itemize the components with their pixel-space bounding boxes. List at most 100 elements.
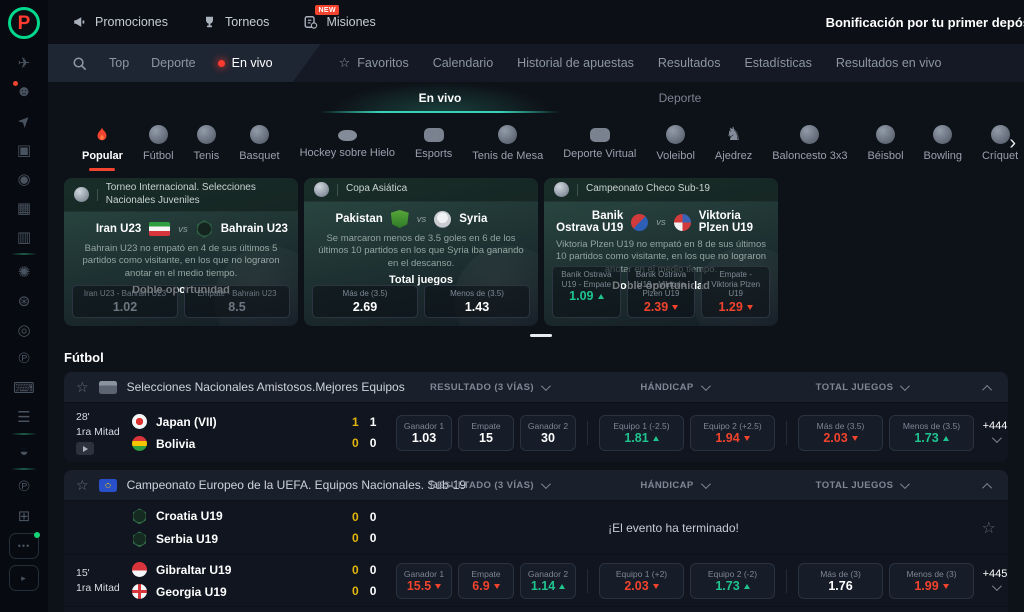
promo-card[interactable]: Copa Asiática Pakistan vs Syria Se marca… xyxy=(304,178,538,326)
efootball-icon[interactable]: ◒ xyxy=(19,443,29,460)
sport-hockey[interactable]: Hockey sobre Hielo xyxy=(290,123,405,161)
sport-ajedrez[interactable]: ♞ Ajedrez xyxy=(714,124,753,163)
sport-futbol[interactable]: Fútbol xyxy=(133,123,184,164)
odds-button[interactable]: Menos de (3.5) 1.73 xyxy=(889,414,974,451)
slots-icon[interactable]: ▥ xyxy=(16,228,32,246)
star-icon[interactable]: ☆ xyxy=(76,378,89,395)
odds-button[interactable]: Empate - Viktoria Plzen U19 1.29 xyxy=(701,266,771,318)
promo-card[interactable]: Torneo Internacional. Selecciones Nacion… xyxy=(64,178,298,326)
column-handicap[interactable]: HÁNDICAP xyxy=(589,372,759,402)
sport-deporte-virtual[interactable]: Deporte Virtual xyxy=(553,123,646,162)
subnav-live[interactable]: En vivo xyxy=(218,56,273,70)
column-handicap[interactable]: HÁNDICAP xyxy=(589,470,759,500)
nav-promotions[interactable]: Promociones xyxy=(72,15,168,29)
collapse-icon[interactable] xyxy=(982,483,993,494)
star-icon[interactable]: ☆ xyxy=(76,476,89,493)
promo-bets: Banik Ostrava U19 - Empate 1.09 Banik Os… xyxy=(552,266,771,318)
carousel-pager-dash[interactable] xyxy=(530,334,552,337)
odds-button[interactable]: Empate - Bahrain U23 8.5 xyxy=(184,285,290,318)
subnav-favorites[interactable]: ☆ Favoritos xyxy=(338,55,409,70)
sport-voleibol[interactable]: Voleibol xyxy=(646,123,705,164)
odds-button[interactable]: Más de (3.5) 2.69 xyxy=(312,285,418,318)
match-row[interactable]: 15' 1ra Mitad Gibraltar U19 Georgia U19 … xyxy=(64,554,1008,606)
pincoins-icon[interactable]: ℗ xyxy=(18,478,30,495)
sport-basquet[interactable]: Basquet xyxy=(229,123,289,164)
match-time: 28' 1ra Mitad xyxy=(76,410,132,456)
favorite-star-icon[interactable]: ☆ xyxy=(981,519,996,537)
odds-button[interactable]: Empate 6.9 xyxy=(458,562,514,599)
sport-criquet[interactable]: Críquet xyxy=(972,123,1024,164)
sport-baloncesto-3x3[interactable]: Baloncesto 3x3 xyxy=(762,123,857,164)
odds-button[interactable]: Equipo 2 (+2.5) 1.94 xyxy=(690,414,775,451)
sport-bowling[interactable]: Bowling xyxy=(914,123,973,164)
bonus-banner-text[interactable]: Bonificación por tu primer depós xyxy=(825,14,1024,30)
odds-button[interactable]: Ganador 2 30 xyxy=(520,414,576,451)
match-row[interactable]: 44' Scotland U19 0 0 xyxy=(64,606,1008,612)
darts-target-icon[interactable]: ◎ xyxy=(17,321,31,339)
odds-button[interactable]: Más de (3.5) 2.03 xyxy=(798,414,883,451)
live-dealer-icon[interactable]: ☻ xyxy=(0,77,48,106)
odds-button[interactable]: Ganador 1 15.5 xyxy=(396,562,452,599)
column-total[interactable]: TOTAL JUEGOS xyxy=(764,470,959,500)
odds-button[interactable]: Banik Ostrava U19 - Viktoria Plzen U19 2… xyxy=(626,266,696,318)
odds-button[interactable]: Equipo 1 (-2.5) 1.81 xyxy=(599,414,684,451)
odds-button[interactable]: Equipo 2 (-2) 1.73 xyxy=(690,562,775,599)
nav-tournaments[interactable]: Torneos xyxy=(202,15,269,29)
odds-button[interactable]: Equipo 1 (+2) 2.03 xyxy=(599,562,684,599)
international-flag-icon xyxy=(98,380,117,394)
bingo-icon[interactable]: ▦ xyxy=(16,199,32,217)
sport-tenis-mesa[interactable]: Tenis de Mesa xyxy=(462,123,553,164)
subnav-calendar[interactable]: Calendario xyxy=(432,56,494,70)
video-stream-icon[interactable] xyxy=(76,442,94,456)
more-markets-button[interactable]: +445 xyxy=(976,568,1008,594)
subnav-results[interactable]: Resultados xyxy=(657,56,721,70)
odds-value: 2.39 xyxy=(631,300,692,314)
collapse-icon[interactable] xyxy=(982,384,993,395)
league-header[interactable]: ☆ Campeonato Europeo de la UEFA. Equipos… xyxy=(64,470,1008,501)
support-chat-icon[interactable]: ••• xyxy=(9,532,40,559)
esports-gamepad-icon[interactable]: ⌨ xyxy=(13,379,35,397)
odds-button[interactable]: Menos de (3.5) 1.43 xyxy=(424,285,530,318)
sport-popular[interactable]: Popular xyxy=(72,123,133,164)
odds-button[interactable]: Iran U23 - Bahrain U23 1.02 xyxy=(72,285,178,318)
subnav-sport[interactable]: Deporte xyxy=(151,56,196,70)
tab-live[interactable]: En vivo xyxy=(320,82,560,113)
carousel-next-icon[interactable]: › xyxy=(1009,132,1016,154)
rocket-game-icon[interactable]: ➤ xyxy=(13,110,35,132)
odds-button[interactable]: Banik Ostrava U19 - Empate 1.09 xyxy=(552,266,621,318)
sport-beisbol[interactable]: Béisbol xyxy=(857,123,913,164)
sport-esports[interactable]: Esports xyxy=(405,123,462,162)
odds-button[interactable]: Ganador 2 1.14 xyxy=(520,562,576,599)
subnav-statistics[interactable]: Estadísticas xyxy=(744,56,812,70)
table-tennis-icon xyxy=(498,125,518,144)
subnav-top[interactable]: Top xyxy=(109,56,130,70)
live-tv-icon[interactable]: ▸ xyxy=(9,565,39,591)
promo-card[interactable]: Campeonato Checo Sub-19 Banik Ostrava U1… xyxy=(544,178,778,326)
odds-button[interactable]: Empate 15 xyxy=(458,414,514,451)
lottery-icon[interactable]: ✺ xyxy=(17,263,31,281)
nav-missions[interactable]: Misiones NEW xyxy=(303,5,376,29)
soccer-ball-icon[interactable]: ⊛ xyxy=(17,292,31,310)
league-header[interactable]: ☆ Selecciones Nacionales Amistosos.Mejor… xyxy=(64,372,1008,402)
subnav-live-results[interactable]: Resultados en vivo xyxy=(835,56,942,70)
search-icon[interactable] xyxy=(72,56,87,71)
column-result[interactable]: RESULTADO (3 VÍAS) xyxy=(394,470,584,500)
tab-sport[interactable]: Deporte xyxy=(658,90,702,105)
betslip-receipt-icon[interactable]: ☰ xyxy=(17,408,31,426)
aviator-icon[interactable]: ✈ xyxy=(17,54,31,72)
gift-bonus-icon[interactable]: ⊞ xyxy=(17,507,31,525)
odds-button[interactable]: Más de (3) 1.76 xyxy=(798,562,883,599)
pinup-logo[interactable]: P xyxy=(8,7,40,39)
column-result[interactable]: RESULTADO (3 VÍAS) xyxy=(394,372,584,402)
subnav-bet-history[interactable]: Historial de apuestas xyxy=(517,56,634,70)
pinup-club-icon[interactable]: ℗ xyxy=(18,350,30,367)
column-total[interactable]: TOTAL JUEGOS xyxy=(764,372,959,402)
wheel-of-fortune-icon[interactable]: ◉ xyxy=(17,170,31,188)
odds-button[interactable]: Ganador 1 1.03 xyxy=(396,414,452,451)
more-markets-button[interactable]: +444 xyxy=(976,420,1008,446)
sport-tenis[interactable]: Tenis xyxy=(184,123,230,164)
odds-button[interactable]: Menos de (3) 1.99 xyxy=(889,562,974,599)
tv-games-icon[interactable]: ▣ xyxy=(16,141,32,159)
